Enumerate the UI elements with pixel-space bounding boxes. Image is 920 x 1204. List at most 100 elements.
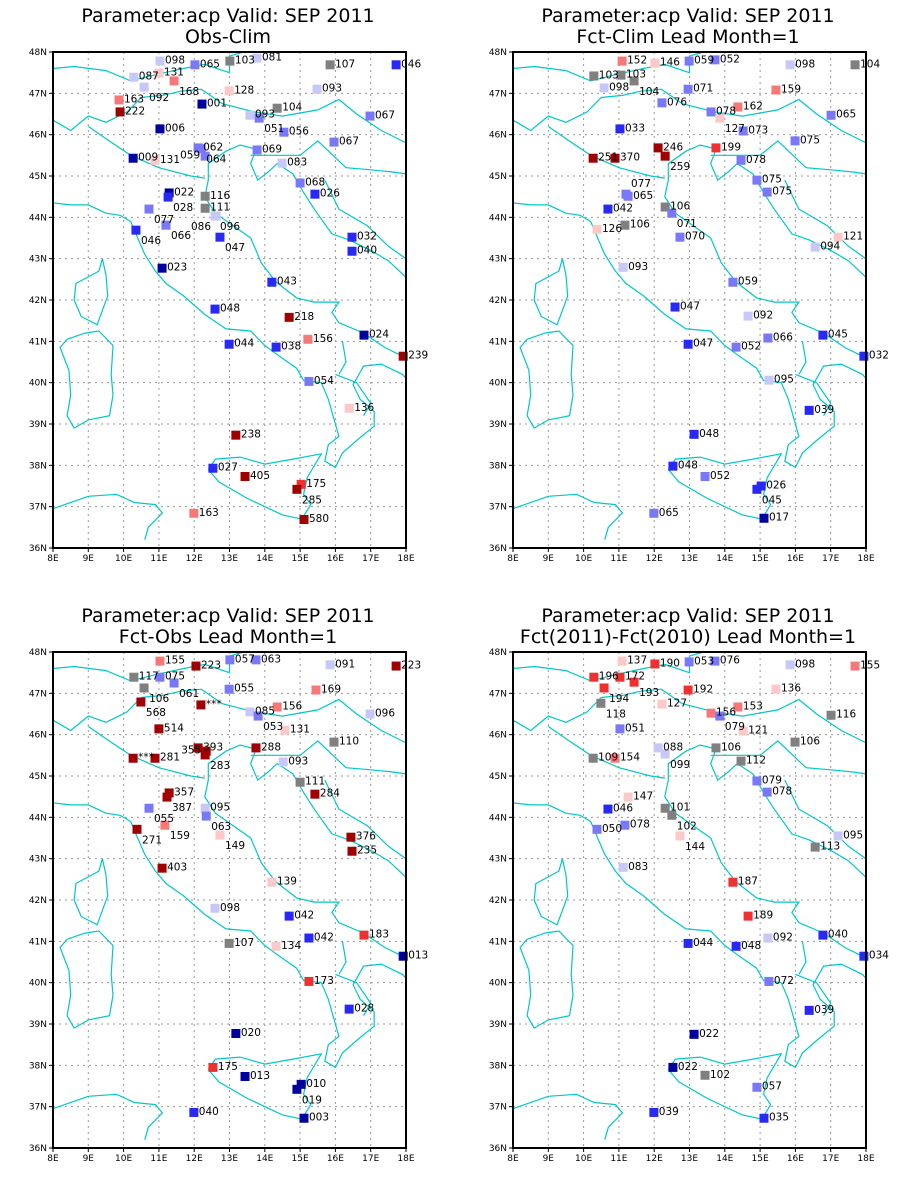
station-value-label: 103 [626, 69, 646, 81]
panel-subtitle: Fct(2011)-Fct(2010) Lead Month=1 [520, 626, 856, 648]
lon-tick-label: 11E [610, 554, 627, 564]
lat-tick-label: 36N [29, 544, 47, 554]
station-marker [347, 846, 357, 856]
station-value-label: 187 [738, 876, 758, 888]
station-marker [715, 711, 725, 721]
station-marker [398, 951, 408, 961]
station-marker [833, 232, 843, 242]
station-marker [649, 1107, 659, 1117]
lat-tick-label: 43N [29, 855, 47, 865]
coastline [324, 779, 407, 860]
coastline [798, 941, 807, 975]
station-value-label: 288 [261, 741, 281, 753]
station-marker [280, 725, 290, 735]
station-value-label: 096 [375, 708, 395, 720]
station-marker [197, 99, 207, 109]
station-marker [225, 56, 235, 66]
station-value-label: 117 [139, 671, 159, 683]
station-marker [683, 685, 693, 695]
station-marker [200, 803, 210, 813]
station-marker [215, 232, 225, 242]
station-value-label: 048 [678, 460, 698, 472]
station-marker [657, 98, 667, 108]
station-value-label: 065 [659, 507, 679, 519]
station-marker [347, 232, 357, 242]
station-marker [668, 461, 678, 471]
station-marker [804, 1005, 814, 1015]
station-marker [365, 111, 375, 121]
station-value-label: 065 [200, 58, 220, 70]
station-value-label: 093 [322, 83, 342, 95]
lat-tick-label: 38N [489, 461, 507, 471]
station-marker [231, 430, 241, 440]
station-marker [618, 262, 628, 272]
lon-tick-label: 15E [292, 1154, 309, 1164]
station-value-label: 159 [170, 830, 190, 842]
station-marker [115, 107, 125, 117]
station-marker [621, 189, 631, 199]
coastline [519, 930, 574, 1029]
station-value-label: 091 [335, 658, 355, 670]
station-value-label: 013 [408, 950, 428, 962]
station-marker [675, 831, 685, 841]
station-marker [231, 1029, 241, 1039]
station-value-label: 194 [609, 693, 629, 705]
coastline [324, 179, 407, 260]
map-plot: 8E 9E 10E 11E 12E 13E 14E 15E 16E 17E 18E 36N 37N 38N… [29, 648, 428, 1164]
station-value-label: 223 [201, 660, 221, 672]
station-marker [618, 862, 628, 872]
coastline [204, 744, 407, 959]
station-marker [295, 777, 305, 787]
station-value-label: 062 [203, 141, 223, 153]
lat-tick-label: 38N [29, 461, 47, 471]
station-value-label: 102 [677, 820, 697, 832]
station-marker [588, 153, 598, 163]
station-marker [731, 941, 741, 951]
station-marker [736, 756, 746, 766]
station-value-label: *** [138, 752, 154, 764]
coastline [710, 740, 867, 775]
coastline [512, 493, 624, 540]
station-marker [785, 60, 795, 70]
station-value-label: 113 [820, 841, 840, 853]
station-value-label: 189 [753, 910, 773, 922]
station-value-label: 087 [139, 71, 159, 83]
lon-tick-label: 13E [221, 554, 238, 564]
lon-tick-label: 9E [543, 554, 555, 564]
panel-subtitle: Obs-Clim [185, 26, 271, 48]
station-marker [128, 153, 138, 163]
station-marker [764, 375, 774, 385]
station-marker [245, 110, 255, 120]
station-marker [310, 789, 320, 799]
coastline [250, 140, 407, 175]
lon-tick-label: 10E [115, 554, 132, 564]
station-value-label: 085 [255, 705, 275, 717]
station-value-label: 040 [828, 929, 848, 941]
station-value-label: 222 [125, 105, 145, 117]
lat-tick-label: 44N [29, 813, 47, 823]
station-value-label: 121 [843, 231, 863, 243]
station-value-label: 077 [631, 178, 651, 190]
station-marker [365, 709, 375, 719]
station-value-label: 284 [320, 788, 340, 800]
lon-tick-label: 17E [822, 554, 839, 564]
station-value-label: 071 [693, 83, 713, 95]
station-marker [589, 71, 599, 81]
station-marker [759, 513, 769, 523]
station-value-label: 238 [241, 429, 261, 441]
station-marker [706, 708, 716, 718]
station-marker [752, 175, 762, 185]
lon-tick-label: 17E [362, 554, 379, 564]
station-value-label: 099 [670, 759, 690, 771]
station-value-label: 109 [598, 752, 618, 764]
lat-tick-label: 43N [489, 855, 507, 865]
station-marker [752, 484, 762, 494]
coastline [338, 341, 347, 375]
station-value-label: 218 [294, 311, 314, 323]
station-marker [660, 749, 670, 759]
station-marker [139, 82, 149, 92]
station-marker [752, 1082, 762, 1092]
station-marker [303, 334, 313, 344]
station-value-label: 223 [401, 660, 421, 672]
station-value-label: 172 [625, 671, 645, 683]
